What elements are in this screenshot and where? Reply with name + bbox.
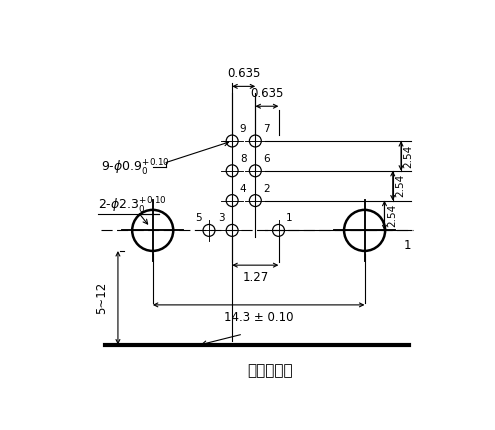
Text: 5: 5 [195, 213, 201, 224]
Text: 2.54: 2.54 [387, 204, 397, 227]
Text: 印制板边缘: 印制板边缘 [247, 363, 293, 378]
Text: 8: 8 [240, 154, 247, 164]
Text: 2: 2 [263, 184, 270, 194]
Text: 2-$\phi$2.3$^{+0.10}_{0}$: 2-$\phi$2.3$^{+0.10}_{0}$ [98, 196, 167, 215]
Text: 1: 1 [286, 213, 293, 224]
Text: 2.54: 2.54 [395, 174, 405, 197]
Text: 9: 9 [240, 124, 247, 134]
Text: 14.3 ± 0.10: 14.3 ± 0.10 [224, 311, 294, 324]
Text: 7: 7 [263, 124, 270, 134]
Text: 5∼12: 5∼12 [95, 282, 108, 314]
Text: 9-$\phi$0.9$^{+0.10}_{0}$: 9-$\phi$0.9$^{+0.10}_{0}$ [101, 157, 170, 178]
Text: 1: 1 [404, 239, 411, 252]
Text: 4: 4 [240, 184, 247, 194]
Text: 3: 3 [218, 213, 225, 224]
Text: 1.27: 1.27 [242, 271, 268, 284]
Text: 0.635: 0.635 [250, 87, 284, 100]
Text: 0.635: 0.635 [227, 68, 260, 80]
Text: 2.54: 2.54 [403, 144, 413, 168]
Text: 6: 6 [263, 154, 270, 164]
